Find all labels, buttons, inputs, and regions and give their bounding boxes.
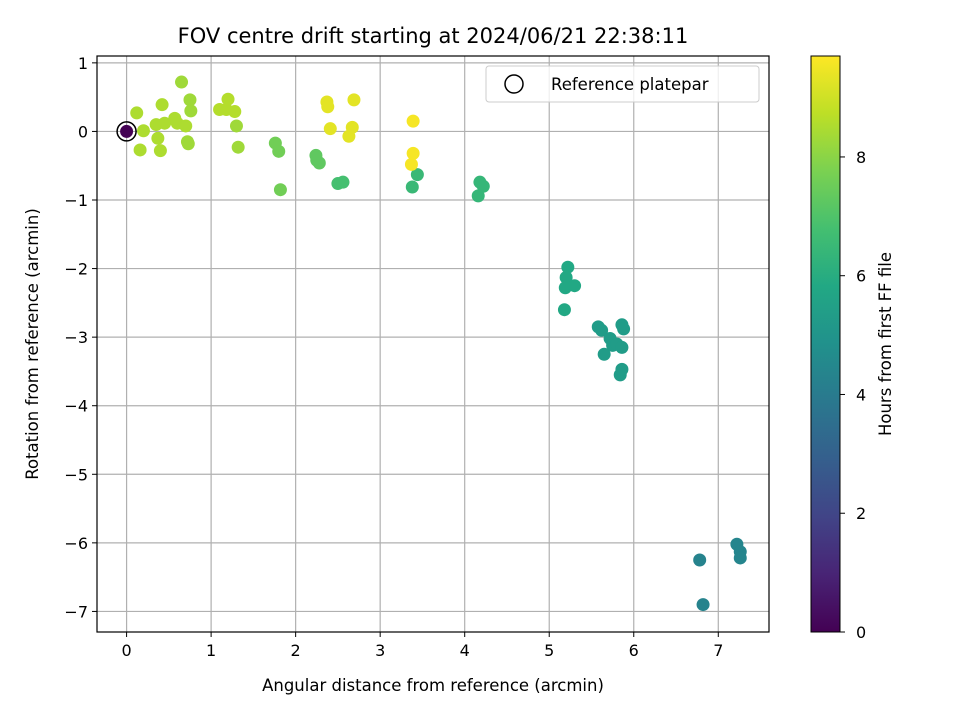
y-axis-label: Rotation from reference (arcmin) [23, 208, 42, 480]
legend-open-circle-icon [504, 74, 524, 94]
scatter-point [231, 140, 245, 154]
colorbar-label: Hours from first FF file [876, 252, 895, 436]
y-tick-label: 1 [78, 54, 88, 73]
scatter-point [471, 189, 485, 203]
scatter-point [321, 100, 335, 114]
reference-platepar-marker [116, 121, 137, 142]
scatter-point [617, 322, 631, 336]
scatter-point [410, 168, 424, 182]
scatter-point [229, 119, 243, 133]
scatter-point [312, 156, 326, 170]
colorbar-tick-label: 8 [856, 148, 866, 167]
colorbar-gradient [810, 55, 841, 633]
scatter-point [568, 279, 582, 293]
scatter-point [476, 179, 490, 193]
y-tick-label: −3 [64, 328, 88, 347]
x-tick-label: 7 [713, 641, 723, 660]
y-tick-label: −1 [64, 191, 88, 210]
colorbar-tick-label: 0 [856, 623, 866, 642]
scatter-point [615, 340, 629, 354]
scatter-point [561, 260, 575, 274]
scatter-point [153, 144, 167, 158]
scatter-point [615, 362, 629, 376]
y-tick-label: −7 [64, 602, 88, 621]
scatter-point [228, 105, 242, 119]
scatter-point [406, 114, 420, 128]
scatter-point [184, 104, 198, 118]
y-axis-ticks: 1 0 −1 −2 −3 −4 −5 −6 −7 [64, 54, 97, 621]
x-tick-label: 0 [121, 641, 131, 660]
scatter-point [406, 146, 420, 160]
scatter-point [693, 553, 707, 567]
colorbar: 0 2 4 6 8 Hours from first FF file [810, 55, 895, 642]
scatter-point [183, 93, 197, 107]
scatter-point [155, 98, 169, 112]
scatter-point [696, 598, 710, 612]
scatter-point [273, 183, 287, 197]
scatter-point [405, 180, 419, 194]
scatter-point [595, 323, 609, 337]
colorbar-tick-label: 4 [856, 385, 866, 404]
y-tick-label: −5 [64, 465, 88, 484]
scatter-point [404, 157, 418, 171]
x-tick-label: 2 [291, 641, 301, 660]
legend-label: Reference platepar [551, 75, 709, 94]
scatter-point [323, 122, 337, 136]
scatter-point [733, 551, 747, 565]
x-axis-label: Angular distance from reference (arcmin) [262, 676, 604, 695]
scatter-point [130, 106, 144, 120]
y-tick-label: −4 [64, 397, 88, 416]
scatter-point [136, 124, 150, 138]
scatter-point [175, 75, 189, 89]
scatter-point [597, 347, 611, 361]
colorbar-tick-label: 2 [856, 504, 866, 523]
reference-marker [116, 121, 137, 142]
legend: Reference platepar [485, 65, 760, 103]
data-points [120, 75, 747, 612]
scatter-point [272, 144, 286, 158]
scatter-point [158, 116, 172, 130]
y-tick-label: −6 [64, 534, 88, 553]
scatter-point [559, 270, 573, 284]
x-tick-label: 5 [544, 641, 554, 660]
x-axis-ticks: 0 1 2 3 4 5 6 7 [121, 632, 723, 660]
scatter-point [133, 143, 147, 157]
y-tick-label: −2 [64, 260, 88, 279]
y-tick-label: 0 [78, 122, 88, 141]
scatter-point [557, 303, 571, 317]
x-tick-label: 6 [629, 641, 639, 660]
x-tick-label: 4 [460, 641, 470, 660]
scatter-point [336, 175, 350, 189]
colorbar-ticks: 0 2 4 6 8 [840, 148, 866, 642]
plot-frame [96, 55, 770, 633]
scatter-point [179, 119, 193, 133]
x-tick-label: 1 [206, 641, 216, 660]
chart-title: FOV centre drift starting at 2024/06/21 … [178, 24, 689, 48]
grid-lines [97, 56, 769, 632]
scatter-point [120, 124, 134, 138]
legend-box [485, 65, 760, 103]
scatter-point [151, 131, 165, 145]
scatter-point [347, 93, 361, 107]
scatter-point [221, 92, 235, 106]
scatter-point [181, 137, 195, 151]
x-tick-label: 3 [375, 641, 385, 660]
colorbar-tick-label: 6 [856, 267, 866, 286]
scatter-point [345, 120, 359, 134]
